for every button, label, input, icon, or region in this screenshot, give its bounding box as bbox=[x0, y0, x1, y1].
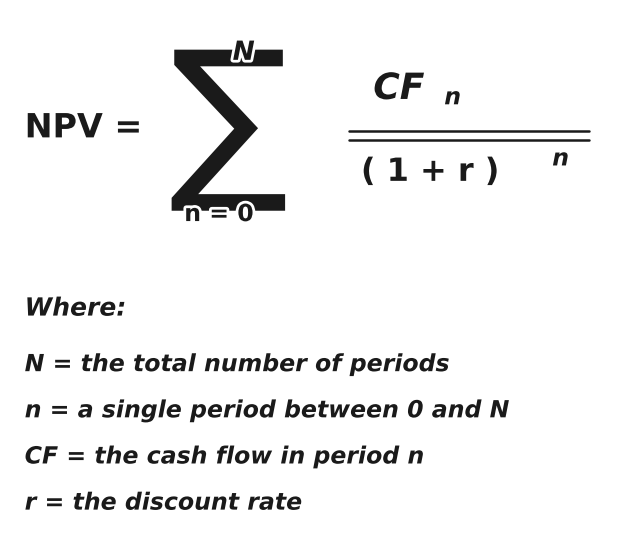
Text: $\sum$: $\sum$ bbox=[170, 48, 287, 213]
Text: n: n bbox=[552, 146, 569, 171]
Text: ( 1 + r ): ( 1 + r ) bbox=[361, 157, 500, 188]
Text: n = 0: n = 0 bbox=[184, 202, 254, 226]
Text: n = a single period between 0 and N: n = a single period between 0 and N bbox=[25, 398, 510, 423]
Text: N: N bbox=[233, 40, 255, 66]
Text: NPV =: NPV = bbox=[25, 111, 143, 145]
Text: CF = the cash flow in period n: CF = the cash flow in period n bbox=[25, 444, 425, 469]
Text: CF: CF bbox=[373, 72, 424, 106]
Text: Where:: Where: bbox=[25, 296, 126, 321]
Text: N = the total number of periods: N = the total number of periods bbox=[25, 352, 450, 376]
Text: n: n bbox=[444, 85, 461, 110]
Text: r = the discount rate: r = the discount rate bbox=[25, 490, 302, 515]
